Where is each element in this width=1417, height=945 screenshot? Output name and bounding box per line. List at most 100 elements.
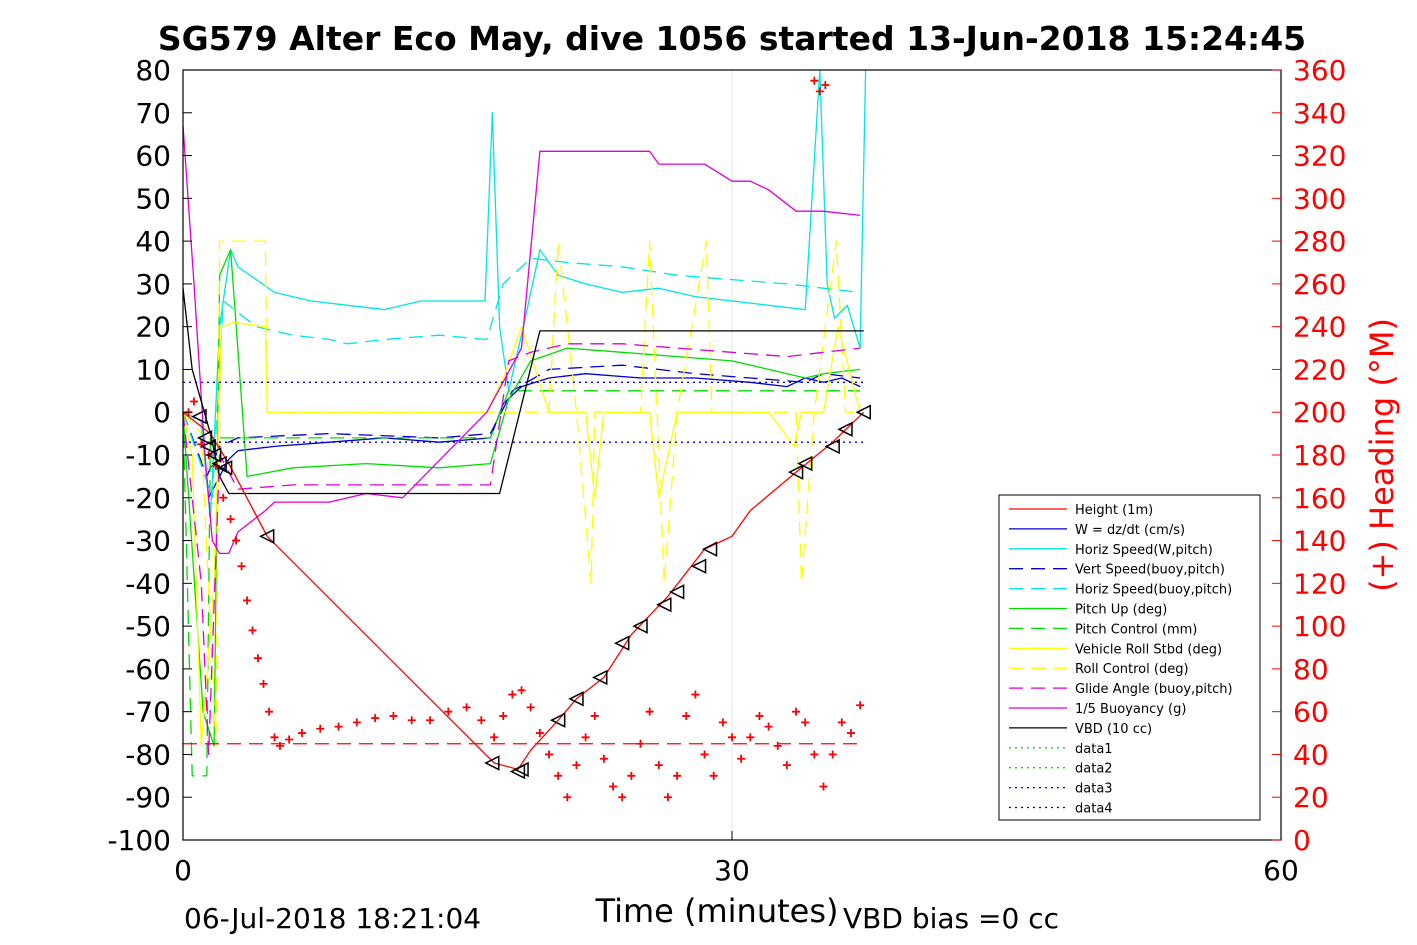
dive-marker [668,584,685,600]
legend-label: Roll Control (deg) [1075,662,1189,677]
y-tick-label: -10 [125,439,171,472]
series-roll-control-deg [182,240,861,747]
y-tick-label: -90 [125,781,171,814]
dive-marker [787,464,804,480]
heading-point [259,679,268,688]
legend-label: Vert Speed(buoy,pitch) [1075,563,1225,578]
heading-point [189,397,198,406]
heading-point [590,711,599,720]
y-right-axis-ticks: 3603403203002802602402202001801601401201… [1272,54,1346,857]
y-right-tick-label: 280 [1293,225,1346,258]
heading-point [517,686,526,695]
heading-point [746,733,755,742]
dive-marker [205,447,222,463]
heading-point [599,754,608,763]
y-right-tick-label: 240 [1293,311,1346,344]
y-right-tick-label: 0 [1293,824,1311,857]
dive-marker [216,460,233,476]
legend-label: data2 [1075,762,1113,777]
y-right-tick-label: 60 [1293,696,1329,729]
series-vert-speed-buoy-pitch [182,364,861,478]
y-right-tick-label: 120 [1293,567,1346,600]
dive-marker [196,430,213,446]
y-tick-label: -20 [125,482,171,515]
y-tick-label: -40 [125,567,171,600]
heading-point [462,703,471,712]
y-tick-label: -80 [125,738,171,771]
heading-point [782,761,791,770]
legend-label: Horiz Speed(W,pitch) [1075,543,1213,558]
heading-point [407,716,416,725]
heading-point [663,793,672,802]
series-1-5-buoyancy-g [182,125,861,555]
heading-point [254,654,263,663]
legend-label: Pitch Up (deg) [1075,603,1167,618]
y-right-tick-label: 300 [1293,182,1346,215]
heading-point [197,440,206,449]
heading-point [627,771,636,780]
y-tick-label: -70 [125,696,171,729]
dive-marker [484,755,500,771]
x-tick-label: 0 [174,854,192,887]
heading-point [248,626,257,635]
dive-marker [200,438,216,455]
dive-marker [656,597,672,613]
heading-point [837,718,846,727]
heading-point [773,741,782,750]
heading-point [285,735,294,744]
dive-marker [513,761,529,778]
heading-point [265,707,274,716]
y-right-tick-label: 260 [1293,268,1346,301]
heading-point [477,716,486,725]
heading-point [618,793,627,802]
footer-timestamp: 06-Jul-2018 18:21:04 [184,902,481,935]
dive-marker [824,438,840,455]
y-right-tick-label: 20 [1293,781,1329,814]
y-right-tick-label: 180 [1293,439,1346,472]
y-tick-label: 70 [135,97,171,130]
legend-label: Height (1m) [1075,503,1153,518]
heading-point [316,724,325,733]
heading-point [700,750,709,759]
heading-point [508,690,517,699]
y-tick-label: -30 [125,525,171,558]
y-tick-label: 50 [135,182,171,215]
dive-marker [568,691,584,707]
heading-point [846,729,855,738]
heading-point [792,707,801,716]
heading-point [828,750,837,759]
heading-point [718,718,727,727]
heading-point [645,707,654,716]
series-layer [182,69,867,777]
y-right-tick-label: 200 [1293,396,1346,429]
y-tick-label: -50 [125,610,171,643]
heading-point [709,771,718,780]
legend-label: 1/5 Buoyancy (g) [1075,702,1186,717]
dive-marker [191,408,207,425]
heading-point [691,690,700,699]
series-horiz-speed-w-pitch [182,69,867,520]
heading-point [821,80,830,89]
y-right-tick-label: 100 [1293,610,1346,643]
dive-marker [855,404,872,420]
heading-point [426,716,435,725]
heading-point [545,750,553,759]
x-tick-label: 30 [714,854,750,887]
heading-point [819,782,828,791]
heading-point [490,733,499,742]
y-tick-label: 0 [153,396,171,429]
heading-point [352,718,361,727]
dive-marker [614,635,630,651]
series-height-1m [182,411,865,771]
legend-label: VBD (10 cc) [1075,722,1152,737]
heading-point [764,722,773,731]
heading-point [728,733,736,742]
heading-point [270,733,279,742]
y-tick-label: -60 [125,653,171,686]
dive-marker [632,618,648,634]
legend-label: W = dz/dt (cm/s) [1075,523,1185,538]
heading-point [856,701,865,710]
heading-point [682,711,691,720]
series-vehicle-roll-stbd-deg [182,321,861,747]
